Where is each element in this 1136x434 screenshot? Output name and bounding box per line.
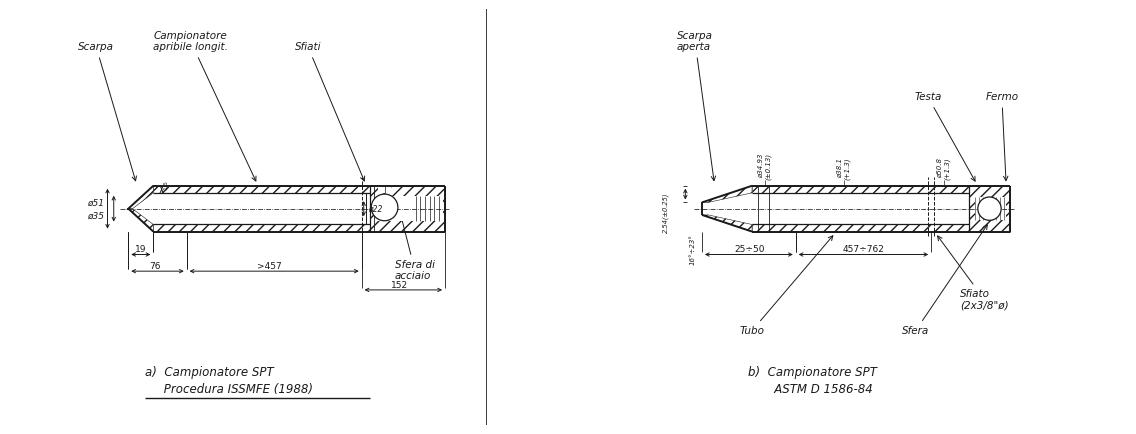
Bar — [153, 224, 370, 232]
Text: Scarpa
aperta: Scarpa aperta — [677, 31, 716, 181]
Text: ø51: ø51 — [86, 198, 103, 207]
Text: 2.54(±0.25): 2.54(±0.25) — [662, 192, 669, 233]
Bar — [969, 186, 1010, 232]
Text: ø35: ø35 — [86, 212, 103, 221]
Text: Campionatore
apribile longit.: Campionatore apribile longit. — [153, 31, 256, 181]
Bar — [752, 186, 969, 193]
Polygon shape — [702, 186, 752, 202]
Text: ø50.8
(+1.3): ø50.8 (+1.3) — [937, 157, 951, 180]
Text: a)  Campionatore SPT
     Procedura ISSMFE (1988): a) Campionatore SPT Procedura ISSMFE (19… — [145, 366, 314, 396]
Text: 19: 19 — [134, 245, 147, 254]
Text: >457: >457 — [258, 262, 282, 271]
Text: Sfera: Sfera — [902, 225, 987, 335]
Text: Fermo: Fermo — [985, 92, 1019, 181]
Text: Tubo: Tubo — [740, 236, 833, 335]
Polygon shape — [128, 186, 153, 209]
Polygon shape — [128, 209, 153, 232]
Text: Sfera di
acciaio: Sfera di acciaio — [395, 212, 435, 282]
Text: 152: 152 — [391, 281, 408, 290]
Text: ø38.1
(+1.3): ø38.1 (+1.3) — [837, 157, 851, 180]
Text: Testa: Testa — [914, 92, 975, 181]
Text: ø34.93
(±0.13): ø34.93 (±0.13) — [758, 152, 771, 180]
Text: b)  Campionatore SPT
       ASTM D 1586-84: b) Campionatore SPT ASTM D 1586-84 — [747, 366, 877, 396]
Text: Sfiato
(2x3/8"ø): Sfiato (2x3/8"ø) — [937, 236, 1009, 311]
Bar — [153, 193, 370, 224]
Bar — [975, 197, 1006, 220]
Polygon shape — [702, 215, 752, 232]
Bar — [153, 186, 370, 193]
Text: 25÷50: 25÷50 — [734, 245, 765, 254]
Bar — [752, 224, 969, 232]
Text: Scarpa: Scarpa — [78, 43, 136, 181]
Text: 16°÷23°: 16°÷23° — [690, 233, 695, 265]
Text: 76: 76 — [149, 262, 160, 271]
Text: Sfiati: Sfiati — [295, 43, 365, 181]
Bar — [370, 186, 445, 232]
Text: 1.6: 1.6 — [164, 181, 168, 190]
Bar — [752, 193, 969, 224]
Text: 457÷762: 457÷762 — [843, 245, 885, 254]
Bar — [374, 196, 443, 221]
Circle shape — [978, 197, 1001, 220]
Text: ø22: ø22 — [368, 205, 383, 214]
Circle shape — [371, 194, 398, 221]
Bar — [378, 186, 391, 193]
